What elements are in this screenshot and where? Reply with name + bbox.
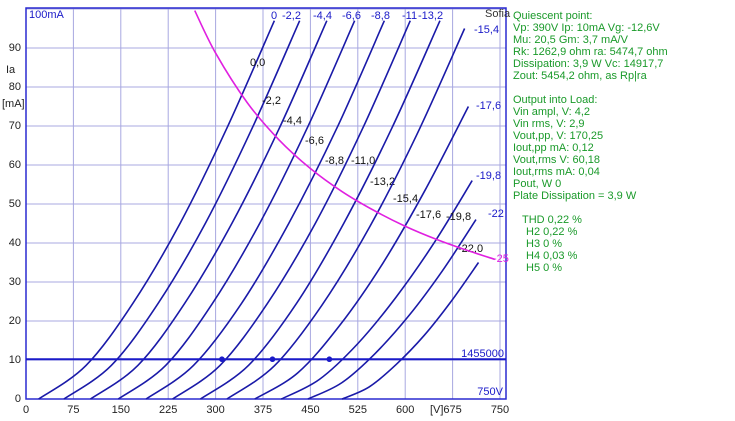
x-tick-label: 300 <box>206 404 224 416</box>
y-tick-label: 90 <box>9 42 21 54</box>
annotation: Sofia <box>485 8 511 20</box>
plate-curve <box>226 28 466 400</box>
plate-curve <box>341 262 480 400</box>
info-line: Dissipation: 3,9 W Vc: 14917,7 <box>513 58 663 70</box>
annotation: -11 <box>402 10 417 22</box>
curve-label: -19,8 <box>446 211 471 223</box>
plate-curve <box>280 180 473 400</box>
info-line: Zout: 5454,2 ohm, as Rp|ra <box>513 70 648 82</box>
x-tick-label: 225 <box>159 404 177 416</box>
info-line: Output into Load: <box>513 94 597 106</box>
x-tick-label: 0 <box>23 404 29 416</box>
info-line: Mu: 20,5 Gm: 3,7 mA/V <box>513 34 629 46</box>
curve-label: -8,8 <box>325 155 344 167</box>
y-tick-label: 0 <box>15 393 21 405</box>
plate-curve <box>172 20 411 400</box>
curve-label: -2,2 <box>262 95 281 107</box>
x-tick-label: 750 <box>491 404 509 416</box>
y-tick-label: 80 <box>9 81 21 93</box>
plate-curve <box>145 20 386 400</box>
x-tick-label: 600 <box>396 404 414 416</box>
curve-label: 0,0 <box>250 57 265 69</box>
y-tick-label: 60 <box>9 159 21 171</box>
load-line-label: 1455000 <box>461 348 504 360</box>
info-line: Plate Dissipation = 3,9 W <box>513 190 637 202</box>
y-axis-label: Ia <box>6 64 16 76</box>
curve-label: -22,0 <box>458 243 483 255</box>
info-line: H5 0 % <box>526 262 562 274</box>
info-line: Vout,pp, V: 170,25 <box>513 130 603 142</box>
annotation: -19,8 <box>476 170 501 182</box>
info-line: Iout,pp mA: 0,12 <box>513 142 594 154</box>
info-line: Rk: 1262,9 ohm ra: 5474,7 ohm <box>513 46 668 58</box>
annotation: -22 <box>488 208 504 220</box>
plate-curve <box>199 20 441 400</box>
plate-curve <box>307 219 477 400</box>
info-line: Vin ampl, V: 4,2 <box>513 106 590 118</box>
info-line: H4 0,03 % <box>526 250 578 262</box>
y-tick-label: 40 <box>9 237 21 249</box>
x-tick-label: 75 <box>67 404 79 416</box>
plate-curve <box>63 20 301 400</box>
info-line: Quiescent point: <box>513 10 593 22</box>
dissipation-curve <box>194 10 496 261</box>
plot-frame <box>25 7 507 400</box>
info-line: Vp: 390V Ip: 10mA Vg: -12,6V <box>513 22 660 34</box>
annotation: -8,8 <box>371 10 390 22</box>
info-line: Pout, W 0 <box>513 178 561 190</box>
y-axis-unit: [mA] <box>2 98 25 110</box>
x-axis-label: [V] <box>430 404 443 416</box>
curve-label: -17,6 <box>416 209 441 221</box>
info-line: Vin rms, V: 2,9 <box>513 118 585 130</box>
annotation: 750V <box>477 386 503 398</box>
annotation: -17,6 <box>476 100 501 112</box>
y-tick-label: 10 <box>9 354 21 366</box>
annotation: -15,4 <box>474 24 499 36</box>
plate-curve <box>254 106 470 400</box>
curve-label: -15,4 <box>393 193 418 205</box>
y-tick-label: 70 <box>9 120 21 132</box>
plate-curve <box>38 20 276 400</box>
curve-label: -6,6 <box>305 135 324 147</box>
annotation: -13,2 <box>418 10 443 22</box>
curve-label: -4,4 <box>283 115 302 127</box>
annotation: 0 <box>271 10 277 22</box>
x-tick-label: 675 <box>443 404 461 416</box>
info-line: THD 0,22 % <box>522 214 582 226</box>
info-line: H3 0 % <box>526 238 562 250</box>
info-line: H2 0,22 % <box>526 226 578 238</box>
plate-curve <box>90 20 328 400</box>
x-tick-label: 375 <box>254 404 272 416</box>
y-tick-label: 20 <box>9 315 21 327</box>
annotation: -25 <box>493 253 509 265</box>
operating-point <box>326 356 333 363</box>
x-tick-label: 450 <box>301 404 319 416</box>
y-tick-label: 100mA <box>29 9 65 21</box>
curve-label: -13,2 <box>370 176 395 188</box>
operating-point <box>269 356 276 363</box>
plate-curve <box>117 20 356 400</box>
curve-label: -11,0 <box>351 155 375 167</box>
info-line: Vout,rms V: 60,18 <box>513 154 600 166</box>
x-tick-label: 150 <box>112 404 130 416</box>
annotation: -6,6 <box>342 10 361 22</box>
x-tick-label: 525 <box>349 404 367 416</box>
info-line: Iout,rms mA: 0,04 <box>513 166 600 178</box>
annotation: -2,2 <box>282 10 301 22</box>
y-tick-label: 30 <box>9 276 21 288</box>
operating-point <box>219 356 225 363</box>
y-tick-label: 50 <box>9 198 21 210</box>
annotation: -4,4 <box>313 10 332 22</box>
